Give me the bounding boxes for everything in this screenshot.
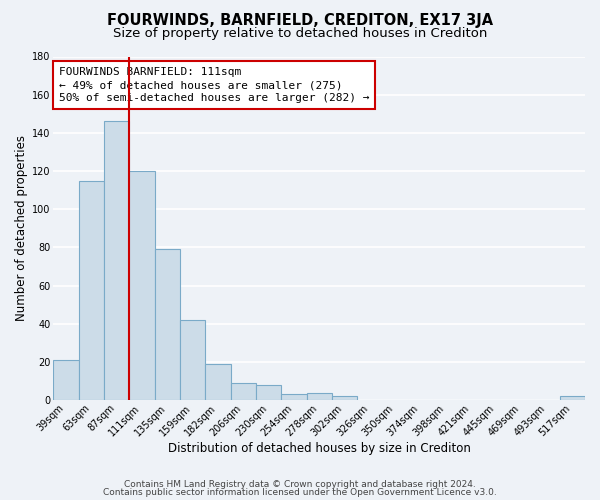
Text: Contains HM Land Registry data © Crown copyright and database right 2024.: Contains HM Land Registry data © Crown c… <box>124 480 476 489</box>
Text: Size of property relative to detached houses in Crediton: Size of property relative to detached ho… <box>113 28 487 40</box>
Bar <box>332 396 357 400</box>
Text: Contains public sector information licensed under the Open Government Licence v3: Contains public sector information licen… <box>103 488 497 497</box>
Bar <box>230 383 256 400</box>
Bar <box>130 171 155 400</box>
Bar <box>256 385 281 400</box>
Bar <box>79 180 104 400</box>
Bar <box>560 396 585 400</box>
Bar <box>205 364 230 400</box>
Y-axis label: Number of detached properties: Number of detached properties <box>15 136 28 322</box>
Text: FOURWINDS BARNFIELD: 111sqm
← 49% of detached houses are smaller (275)
50% of se: FOURWINDS BARNFIELD: 111sqm ← 49% of det… <box>59 67 369 103</box>
X-axis label: Distribution of detached houses by size in Crediton: Distribution of detached houses by size … <box>168 442 470 455</box>
Bar <box>180 320 205 400</box>
Bar <box>104 122 130 400</box>
Bar <box>281 394 307 400</box>
Bar <box>307 392 332 400</box>
Bar <box>53 360 79 400</box>
Bar <box>155 250 180 400</box>
Text: FOURWINDS, BARNFIELD, CREDITON, EX17 3JA: FOURWINDS, BARNFIELD, CREDITON, EX17 3JA <box>107 12 493 28</box>
